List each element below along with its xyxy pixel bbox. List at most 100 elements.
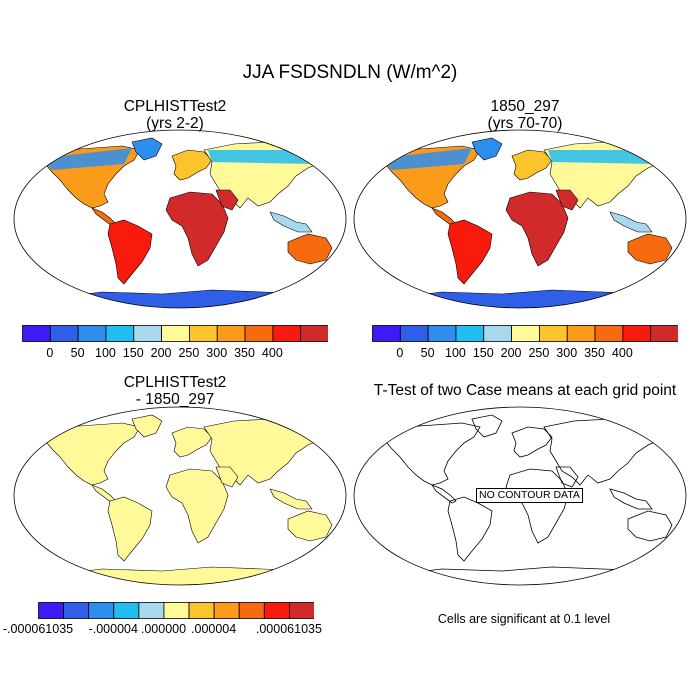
land-arabia <box>215 466 239 488</box>
map-ttest <box>353 406 687 586</box>
map-land-group <box>41 137 333 308</box>
colorbar-tick-label: 250 <box>528 346 550 360</box>
colorbar-swatch <box>539 325 568 342</box>
colorbar-swatch <box>263 602 290 619</box>
arctic-band-americas <box>42 148 132 170</box>
map-diff <box>13 406 347 586</box>
land-se-asia <box>609 488 653 510</box>
colorbar-tick-label: 100 <box>445 346 466 360</box>
colorbar-swatch <box>213 602 240 619</box>
colorbar-swatch <box>189 325 218 342</box>
colorbar-case2-labels: 0 50 100 150 200 250 300 350 400 <box>372 346 678 362</box>
colorbar-swatch <box>133 325 162 342</box>
colorbar-tick-label: -.000004 <box>88 622 138 636</box>
panel-title-case1-line2: (yrs 2-2) <box>146 115 204 132</box>
land-se-asia <box>609 211 653 233</box>
colorbar-tick-label: 0 <box>396 346 404 360</box>
colorbar-tick-label: 250 <box>178 346 200 360</box>
colorbar-swatch <box>455 325 485 342</box>
land-europe <box>511 426 553 458</box>
land-south-america <box>447 219 493 285</box>
colorbar-tick-label: 0 <box>46 346 54 360</box>
colorbar-swatch <box>244 325 274 342</box>
significance-footnote: Cells are significant at 0.1 level <box>437 612 611 626</box>
panel-title-diff-line1: CPLHISTTest2 <box>123 374 227 391</box>
map-border <box>353 129 687 309</box>
land-arabia <box>215 189 239 211</box>
colorbar-tick-label: 300 <box>206 346 228 360</box>
colorbar-swatch <box>63 602 90 619</box>
land-greenland <box>471 414 503 438</box>
colorbar-case1-labels: 0 50 100 150 200 250 300 350 400 <box>22 346 328 362</box>
colorbar-swatch <box>622 325 652 342</box>
panel-title-case1: CPLHISTTest2 (yrs 2-2) <box>0 98 350 132</box>
colorbar-swatch <box>372 325 401 342</box>
colorbar-tick-label: 300 <box>556 346 578 360</box>
colorbar-swatch <box>188 602 215 619</box>
panel-title-ttest: T-Test of two Case means at each grid po… <box>373 382 677 399</box>
map-border <box>13 406 347 586</box>
land-arabia <box>555 189 579 211</box>
land-south-america <box>107 496 153 562</box>
colorbar-tick-label: -.000061035 <box>2 622 74 636</box>
map-border <box>353 406 687 586</box>
colorbar-tick-label: .000061035 <box>255 622 322 636</box>
colorbar-tick-label: 200 <box>150 346 172 360</box>
colorbar-swatch <box>483 325 512 342</box>
land-south-america <box>107 219 153 285</box>
colorbar-swatch <box>38 602 64 619</box>
colorbar-diff <box>38 602 314 619</box>
colorbar-tick-label: 400 <box>261 346 283 360</box>
land-europe <box>171 149 213 181</box>
colorbar-swatch <box>566 325 596 342</box>
colorbar-case2 <box>372 325 678 342</box>
colorbar-swatch <box>238 602 265 619</box>
land-europe <box>171 426 213 458</box>
panel-title-case2: 1850_297 (yrs 70-70) <box>350 98 700 132</box>
colorbar-swatch <box>161 325 190 342</box>
colorbar-swatch <box>427 325 457 342</box>
land-antarctica <box>391 566 674 585</box>
land-north-america <box>381 422 481 486</box>
colorbar-tick-label: 50 <box>420 346 435 360</box>
colorbar-tick-label: 150 <box>472 346 494 360</box>
colorbar-tick-label: 150 <box>122 346 144 360</box>
colorbar-swatch <box>511 325 540 342</box>
land-central-america <box>430 484 457 504</box>
colorbar-swatch <box>272 325 302 342</box>
colorbar-swatch <box>49 325 79 342</box>
arctic-band-americas <box>382 148 472 170</box>
map-land-group <box>381 137 673 308</box>
land-antarctica <box>391 289 673 308</box>
colorbar-swatch <box>105 325 135 342</box>
land-arabia <box>555 466 579 488</box>
land-australia <box>627 510 673 542</box>
land-australia <box>287 510 333 542</box>
land-africa <box>165 191 229 267</box>
land-antarctica <box>51 566 333 585</box>
colorbar-tick-label: .000004 <box>191 622 237 636</box>
colorbar-tick-label: 350 <box>584 346 605 360</box>
colorbar-swatch <box>113 602 140 619</box>
land-south-america <box>447 496 493 562</box>
land-se-asia <box>269 488 313 510</box>
panel-title-case1-line1: CPLHISTTest2 <box>123 98 227 115</box>
colorbar-swatch <box>163 602 190 619</box>
colorbar-tick-label: .000000 <box>140 622 187 636</box>
land-antarctica <box>51 289 333 308</box>
colorbar-swatch <box>399 325 429 342</box>
map-case2 <box>353 129 687 309</box>
arctic-band-eurasia <box>208 150 322 164</box>
land-greenland <box>471 137 503 161</box>
colorbar-case1 <box>22 325 328 342</box>
panel-title-case2-line1: 1850_297 <box>490 98 560 115</box>
colorbar-swatch <box>300 325 328 342</box>
colorbar-swatch <box>77 325 107 342</box>
land-africa <box>165 468 229 544</box>
panel-title-diff-line2: - 1850_297 <box>135 391 215 408</box>
page-title: JJA FSDSNDLN (W/m^2) <box>242 62 458 83</box>
no-contour-data-label: NO CONTOUR DATA <box>476 488 583 503</box>
colorbar-swatch <box>216 325 246 342</box>
colorbar-tick-label: 400 <box>611 346 633 360</box>
colorbar-tick-label: 350 <box>234 346 255 360</box>
